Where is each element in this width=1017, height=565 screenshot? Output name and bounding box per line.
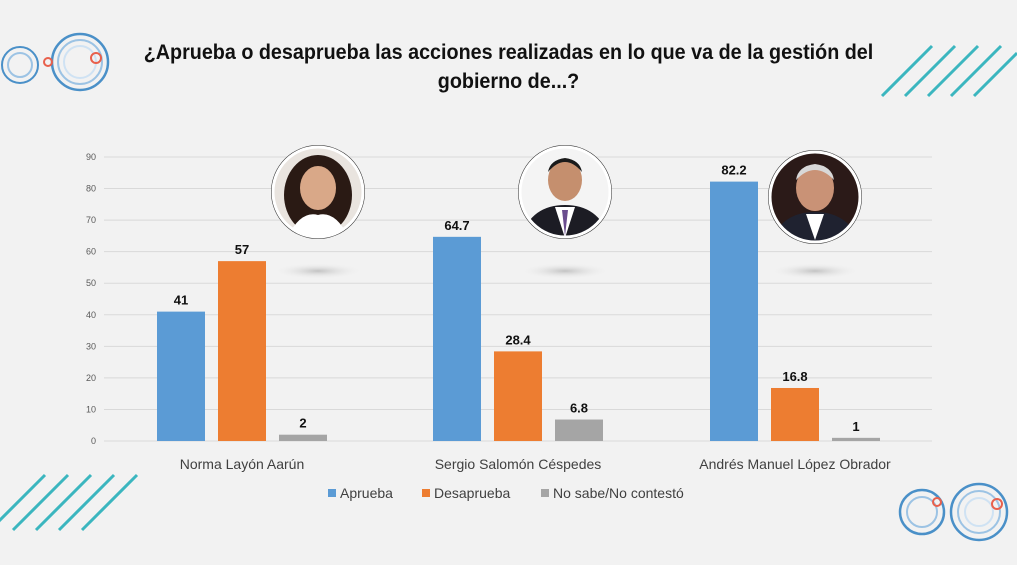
y-tick-label: 60 bbox=[86, 247, 96, 257]
top-right-stripes-decoration bbox=[880, 44, 1017, 98]
portrait-amlo bbox=[768, 150, 862, 244]
y-tick-label: 90 bbox=[86, 152, 96, 162]
legend-label: No sabe/No contestó bbox=[553, 485, 684, 501]
top-left-circles-decoration bbox=[1, 32, 110, 92]
y-tick-label: 10 bbox=[86, 404, 96, 414]
y-tick-label: 40 bbox=[86, 310, 96, 320]
y-tick-label: 20 bbox=[86, 373, 96, 383]
chart-title: ¿Aprueba o desaprueba las acciones reali… bbox=[143, 41, 874, 93]
data-label: 2 bbox=[299, 416, 306, 431]
portrait-shadow bbox=[520, 263, 610, 279]
legend-swatch bbox=[422, 489, 430, 497]
bottom-right-circles-decoration bbox=[898, 482, 1009, 542]
bar-desaprueba bbox=[771, 387, 819, 441]
data-label: 16.8 bbox=[782, 369, 807, 384]
data-label: 28.4 bbox=[505, 332, 531, 347]
portrait-shadow bbox=[273, 263, 363, 279]
bar-no-sabe-no-contest- bbox=[555, 419, 603, 441]
bar-no-sabe-no-contest- bbox=[832, 437, 880, 441]
bar-desaprueba bbox=[218, 261, 266, 441]
data-label: 6.8 bbox=[570, 401, 588, 416]
data-label: 82.2 bbox=[721, 163, 746, 178]
x-category-label: Norma Layón Aarún bbox=[180, 456, 305, 472]
bar-no-sabe-no-contest- bbox=[279, 434, 327, 441]
data-label: 64.7 bbox=[444, 218, 469, 233]
y-tick-label: 30 bbox=[86, 341, 96, 351]
portrait-shadow bbox=[770, 263, 860, 279]
legend-label: Desaprueba bbox=[434, 485, 510, 501]
x-category-label: Sergio Salomón Céspedes bbox=[435, 456, 602, 472]
x-category-label: Andrés Manuel López Obrador bbox=[699, 456, 891, 472]
y-tick-label: 50 bbox=[86, 278, 96, 288]
legend-label: Aprueba bbox=[340, 485, 393, 501]
bar-desaprueba bbox=[494, 351, 542, 441]
data-label: 1 bbox=[852, 419, 859, 434]
y-tick-label: 70 bbox=[86, 215, 96, 225]
legend-swatch bbox=[541, 489, 549, 497]
data-label: 57 bbox=[235, 242, 249, 257]
portrait-norma-layon bbox=[271, 145, 365, 239]
bottom-left-stripes-decoration bbox=[0, 473, 139, 532]
y-tick-label: 80 bbox=[86, 184, 96, 194]
portrait-sergio-salomon bbox=[518, 145, 612, 239]
data-label: 41 bbox=[174, 293, 188, 308]
bar-aprueba bbox=[433, 236, 481, 441]
y-tick-label: 0 bbox=[91, 436, 96, 446]
legend-swatch bbox=[328, 489, 336, 497]
bar-aprueba bbox=[157, 311, 205, 441]
bar-aprueba bbox=[710, 181, 758, 441]
